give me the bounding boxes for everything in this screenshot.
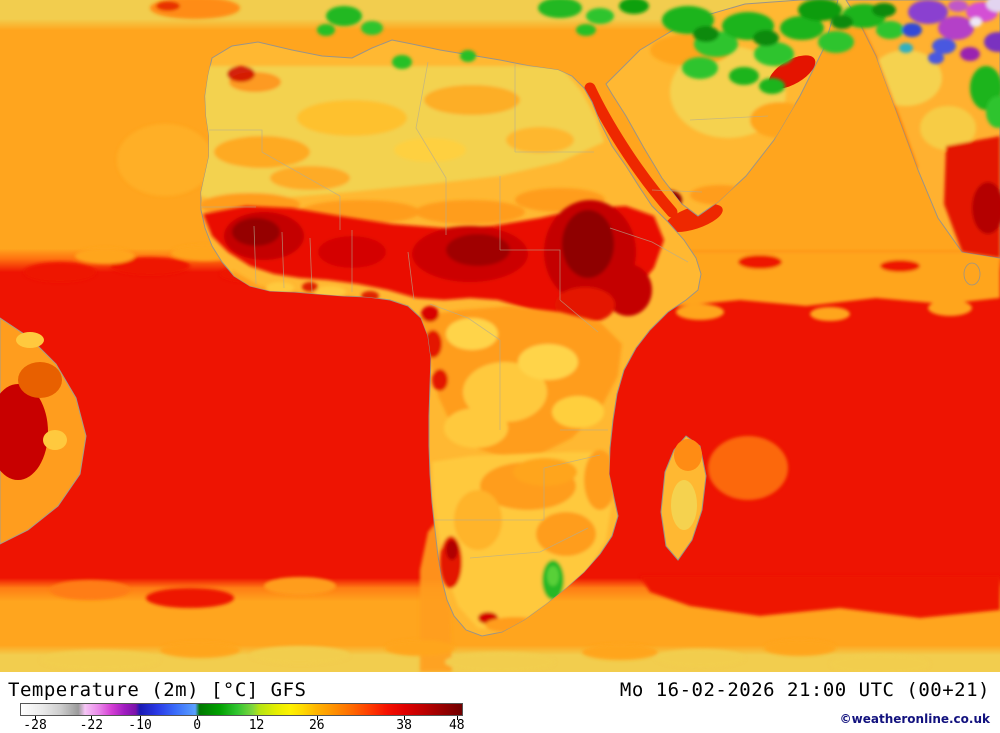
africa-landmass: [200, 39, 702, 637]
scale-tick-label: 0: [193, 718, 202, 733]
scale-tick-mark: [140, 716, 142, 720]
sahara-region: [201, 66, 605, 224]
scale-tick-mark: [404, 716, 406, 720]
scale-tick-label: 12: [248, 718, 265, 733]
sri-lanka: [963, 262, 981, 286]
scale-tick-label: -10: [128, 718, 152, 733]
country-borders: [201, 61, 769, 559]
scale-tick-label: 48: [448, 718, 465, 733]
scale-tick-mark: [91, 716, 93, 720]
scale-tick-mark: [256, 716, 258, 720]
temperature-scale-bar: [20, 703, 463, 716]
map-datetime: Mo 16-02-2026 21:00 UTC (00+21): [619, 679, 990, 701]
legend-text-row: Temperature (2m) [°C] GFS Mo 16-02-2026 …: [0, 672, 1000, 701]
mediterranean-cool-spots: [150, 0, 649, 69]
legend-bar: Temperature (2m) [°C] GFS Mo 16-02-2026 …: [0, 672, 1000, 733]
map-title: Temperature (2m) [°C] GFS: [8, 679, 307, 701]
himalaya-cold-region: [662, 0, 1000, 128]
sahel-heat-band: [203, 200, 664, 323]
scale-tick-mark: [456, 716, 458, 720]
scale-tick-mark: [197, 716, 199, 720]
temperature-scale: -28 -22 -10 0 12 26 38 48: [20, 703, 465, 733]
southern-africa-region: [432, 450, 616, 633]
scale-tick-label: 38: [396, 718, 412, 733]
scale-tick-mark: [316, 716, 318, 720]
south-america-landmass: [0, 317, 87, 545]
scale-tick-label: -22: [79, 718, 104, 733]
temperature-map: [0, 0, 1000, 672]
scale-tick-label: -28: [23, 718, 47, 733]
scale-tick-mark: [35, 716, 37, 720]
copyright-link[interactable]: ©weatheronline.co.uk: [839, 712, 990, 726]
madagascar-island: [660, 435, 707, 561]
temperature-map-svg: [0, 0, 1000, 672]
scale-tick-label: 26: [308, 718, 325, 733]
red-sea: [584, 82, 723, 232]
